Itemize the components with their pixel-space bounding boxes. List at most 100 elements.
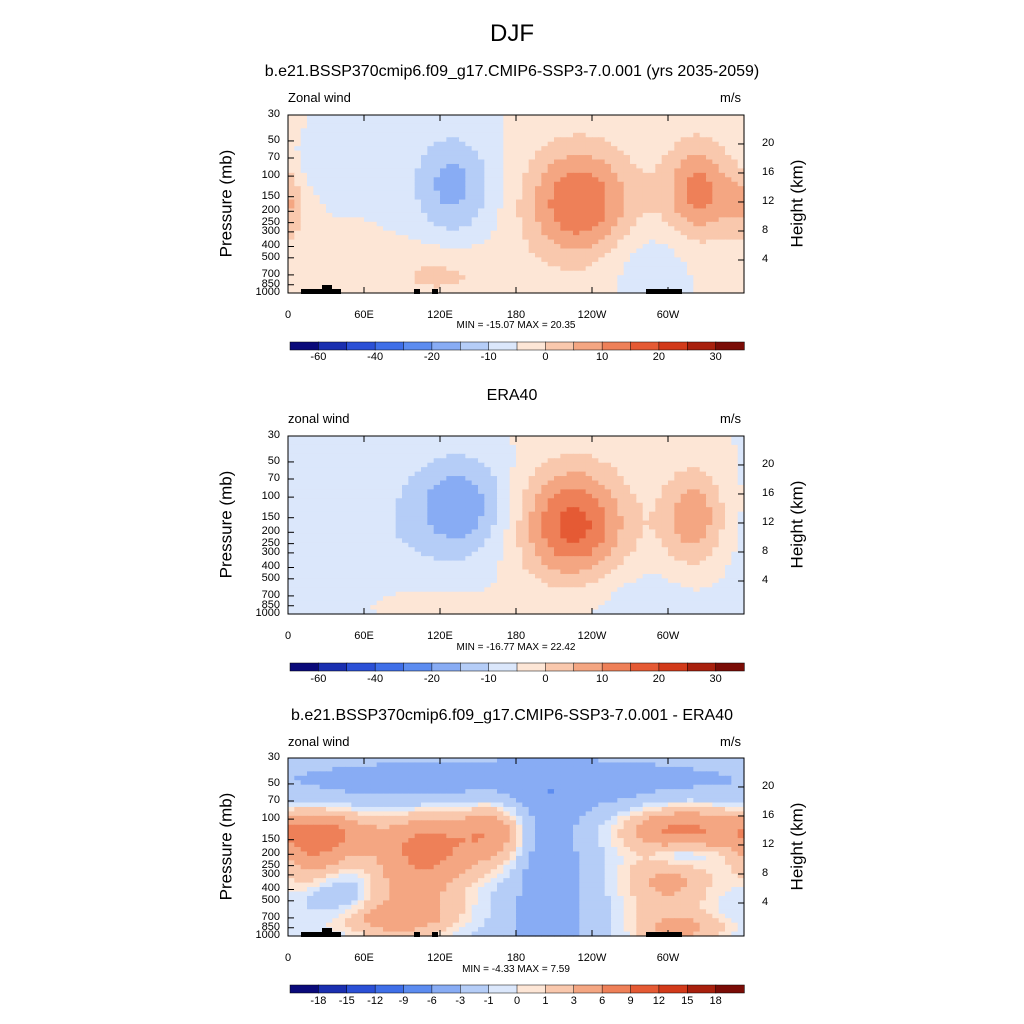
heatmap-cell — [300, 449, 308, 455]
heatmap-cell — [668, 467, 675, 473]
heatmap-cell — [490, 493, 498, 499]
heatmap-cell — [319, 484, 327, 490]
heatmap-cell — [661, 502, 669, 508]
heatmap-cell — [611, 132, 618, 138]
heatmap-cell — [706, 208, 713, 214]
heatmap-cell — [395, 462, 403, 468]
heatmap-cell — [687, 141, 694, 147]
heatmap-cell — [547, 119, 555, 125]
heatmap-cell — [617, 556, 625, 562]
heatmap-cell — [693, 212, 701, 218]
heatmap-cell — [655, 137, 663, 143]
heatmap-cell — [452, 195, 460, 201]
heatmap-cell — [731, 502, 739, 508]
heatmap-cell — [516, 440, 523, 446]
heatmap-cell — [389, 208, 397, 214]
heatmap-cell — [370, 480, 378, 486]
heatmap-cell — [376, 177, 384, 183]
heatmap-cell — [655, 551, 663, 557]
heatmap-cell — [655, 123, 663, 129]
heatmap-cell — [395, 542, 403, 548]
heatmap-cell — [307, 181, 314, 187]
heatmap-cell — [313, 261, 321, 267]
heatmap-cell — [668, 119, 675, 125]
heatmap-cell — [674, 284, 682, 290]
heatmap-cell — [446, 252, 454, 258]
heatmap-cell — [566, 115, 574, 121]
heatmap-cell — [484, 538, 492, 544]
heatmap-cell — [446, 235, 454, 241]
heatmap-cell — [573, 163, 580, 169]
heatmap-cell — [446, 208, 454, 214]
heatmap-cell — [585, 462, 593, 468]
heatmap-cell — [395, 560, 403, 566]
heatmap-cell — [497, 177, 504, 183]
heatmap-cell — [421, 150, 428, 156]
heatmap-cell — [535, 257, 542, 263]
heatmap-cell — [617, 444, 625, 450]
heatmap-cell — [497, 115, 504, 121]
heatmap-cell — [566, 212, 574, 218]
heatmap-cell — [440, 141, 447, 147]
heatmap-cell — [440, 172, 447, 178]
heatmap-cell — [332, 551, 340, 557]
heatmap-cell — [440, 128, 447, 134]
heatmap-cell — [535, 199, 542, 205]
heatmap-cell — [319, 440, 327, 446]
heatmap-cell — [617, 516, 625, 522]
heatmap-cell — [630, 502, 637, 508]
heatmap-cell — [300, 123, 308, 129]
heatmap-cell — [452, 275, 460, 281]
heatmap-cell — [560, 560, 568, 566]
heatmap-cell — [478, 542, 485, 548]
heatmap-cell — [446, 484, 454, 490]
heatmap-cell — [712, 172, 720, 178]
heatmap-cell — [516, 195, 523, 201]
heatmap-cell — [319, 155, 327, 161]
heatmap-cell — [579, 516, 587, 522]
heatmap-cell — [674, 208, 682, 214]
heatmap-cell — [402, 467, 409, 473]
heatmap-cell — [395, 226, 403, 232]
heatmap-cell — [585, 199, 593, 205]
heatmap-cell — [680, 261, 688, 267]
heatmap-cell — [573, 230, 580, 236]
heatmap-cell — [699, 520, 707, 526]
heatmap-cell — [389, 542, 397, 548]
heatmap-cell — [484, 507, 492, 513]
heatmap-cell — [383, 217, 390, 223]
heatmap-cell — [300, 533, 308, 539]
heatmap-cell — [376, 119, 384, 125]
heatmap-cell — [630, 533, 637, 539]
heatmap-cell — [693, 137, 701, 143]
heatmap-cell — [636, 186, 644, 192]
heatmap-cell — [718, 168, 726, 174]
heatmap-cell — [674, 542, 682, 548]
heatmap-cell — [364, 239, 371, 245]
heatmap-cell — [300, 436, 308, 442]
heatmap-cell — [541, 137, 549, 143]
heatmap-cell — [484, 529, 492, 535]
heatmap-cell — [471, 155, 479, 161]
heatmap-cell — [465, 520, 473, 526]
heatmap-cell — [674, 458, 682, 464]
heatmap-cell — [395, 288, 403, 294]
heatmap-cell — [573, 516, 580, 522]
heatmap-cell — [693, 551, 701, 557]
heatmap-cell — [421, 212, 428, 218]
heatmap-cell — [579, 150, 587, 156]
heatmap-cell — [364, 279, 371, 285]
colorbar-box — [715, 341, 745, 351]
heatmap-cell — [668, 217, 675, 223]
heatmap-cell — [465, 146, 473, 152]
heatmap-cell — [452, 226, 460, 232]
heatmap-cell — [357, 244, 365, 250]
heatmap-cell — [389, 257, 397, 263]
heatmap-cell — [459, 284, 466, 290]
heatmap-cell — [326, 141, 333, 147]
heatmap-cell — [718, 163, 726, 169]
heatmap-cell — [680, 208, 688, 214]
heatmap-cell — [585, 132, 593, 138]
heatmap-cell — [642, 248, 650, 254]
heatmap-cell — [446, 547, 454, 553]
